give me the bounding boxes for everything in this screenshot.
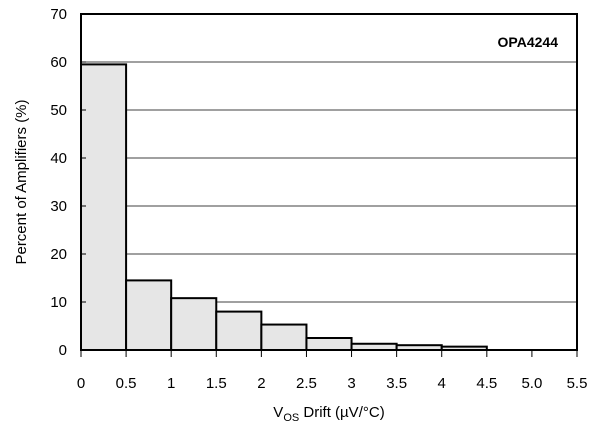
- x-tick-label: 4.5: [476, 375, 497, 392]
- histogram-bar: [80, 63, 128, 352]
- y-tick-label: 50: [50, 102, 67, 119]
- bars: [80, 63, 488, 352]
- x-tick-label: 0: [77, 375, 85, 392]
- x-axis-label-subscript: OS: [283, 412, 299, 424]
- plot-frame: [80, 13, 578, 351]
- x-axis-label-rest: Drift (µV/°C): [299, 404, 384, 421]
- histogram-bar: [125, 279, 173, 351]
- y-tick-label: 60: [50, 54, 67, 71]
- grid-lines: [81, 61, 577, 303]
- x-tick-label: 5.5: [567, 375, 588, 392]
- y-tick-label: 0: [59, 342, 67, 359]
- x-tick-label: 1: [167, 375, 175, 392]
- x-axis-label-main: V: [273, 404, 283, 421]
- histogram-bar: [170, 297, 218, 352]
- x-axis-label: VOS Drift (µV/°C): [273, 404, 384, 424]
- y-tick-label: 70: [50, 6, 67, 23]
- x-tick-label: 3.5: [386, 375, 407, 392]
- x-tick-label: 2: [257, 375, 265, 392]
- y-tick-label: 30: [50, 198, 67, 215]
- y-tick-label: 20: [50, 246, 67, 263]
- x-tick-label: 0.5: [116, 375, 137, 392]
- histogram-bar: [305, 337, 353, 351]
- x-tick-label: 2.5: [296, 375, 317, 392]
- histogram-bar: [260, 323, 308, 351]
- y-tick-label: 40: [50, 150, 67, 167]
- annotation-label: OPA4244: [498, 34, 559, 50]
- x-tick-label: 3: [347, 375, 355, 392]
- x-tick-label: 4: [438, 375, 446, 392]
- histogram-bar: [215, 310, 263, 352]
- y-axis-label: Percent of Amplifiers (%): [13, 99, 30, 264]
- y-tick-label: 10: [50, 294, 67, 311]
- x-tick-label: 1.5: [206, 375, 227, 392]
- axis-ticks: 0 10 20 30 40 50 60 70 0 0.5 1 1.5 2 2.5 3 3.5 4 4.5 5.0 5.…: [50, 6, 587, 392]
- x-tick-label: 5.0: [521, 375, 542, 392]
